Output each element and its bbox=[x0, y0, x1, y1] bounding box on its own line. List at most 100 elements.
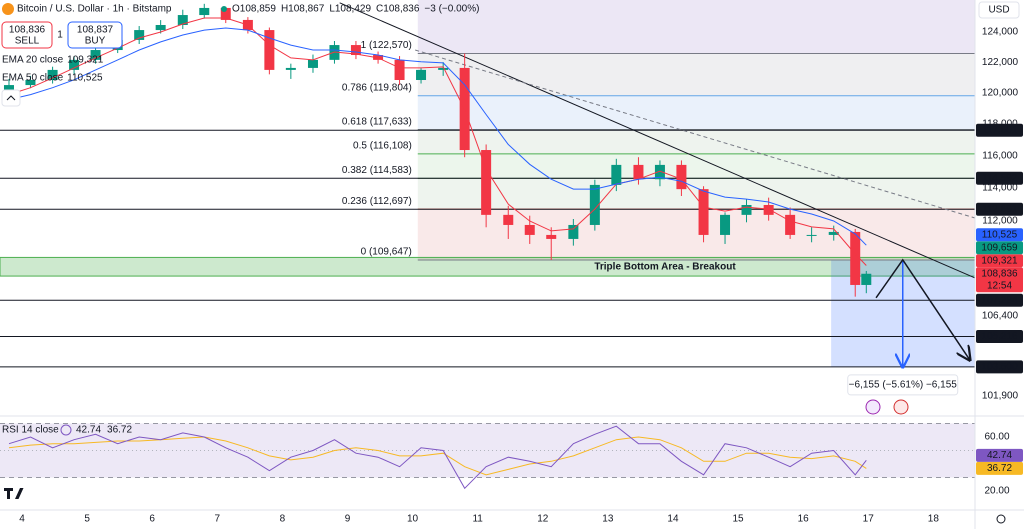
candle-body bbox=[69, 59, 80, 70]
rsi-title: RSI 14 close bbox=[2, 425, 59, 436]
buy-price[interactable]: 108,837 bbox=[77, 25, 114, 36]
x-tick-label: 5 bbox=[84, 514, 90, 525]
candle-body bbox=[806, 234, 817, 236]
y-tick-label: 116,000 bbox=[982, 150, 1018, 161]
rsi-settings-icon[interactable] bbox=[60, 424, 72, 436]
candle-body bbox=[177, 15, 188, 25]
candle-body bbox=[524, 224, 535, 235]
rsi-tag bbox=[976, 461, 1023, 475]
candle-body bbox=[134, 30, 145, 40]
candle-body bbox=[698, 189, 709, 235]
legend-value: 109,321 bbox=[67, 55, 104, 66]
fib-label: 0 (109,647) bbox=[361, 247, 412, 258]
y-tick-label: 106,400 bbox=[982, 310, 1019, 321]
fib-label: 0.5 (116,108) bbox=[353, 141, 412, 152]
rsi-line bbox=[8, 425, 867, 490]
y-tick-label: 101,900 bbox=[982, 390, 1019, 401]
x-tick-label: 4 bbox=[19, 514, 25, 525]
candle-body bbox=[47, 69, 58, 81]
rsi-tag bbox=[976, 448, 1023, 462]
x-tick-label: 9 bbox=[345, 514, 351, 525]
price-tag bbox=[976, 267, 1023, 293]
candle-body bbox=[828, 231, 839, 235]
candle-body bbox=[568, 224, 579, 239]
fib-band bbox=[417, 153, 976, 179]
candle-body bbox=[546, 234, 557, 239]
order-quantity[interactable]: 1 bbox=[57, 30, 63, 41]
x-tick-label: 17 bbox=[863, 514, 875, 525]
collapse-button[interactable] bbox=[1, 89, 21, 107]
candle-body bbox=[285, 67, 296, 70]
buy-button[interactable] bbox=[67, 21, 123, 49]
ohlc-value: O108,859 bbox=[232, 4, 276, 15]
ema-line bbox=[8, 27, 867, 246]
price-tag bbox=[976, 241, 1023, 255]
candle-body bbox=[633, 164, 644, 180]
ohlc-value: C108,836 bbox=[376, 4, 420, 15]
x-tick-label: 8 bbox=[280, 514, 286, 525]
plot-layer: 1 (122,570) 0.786 (119,804) 0.618 (117,633… bbox=[0, 2, 976, 490]
x-tick-label: 6 bbox=[149, 514, 155, 525]
candle-body bbox=[90, 50, 101, 60]
rsi-legend-value: 42.74 bbox=[76, 425, 101, 436]
x-tick-label: 13 bbox=[602, 514, 614, 525]
background-layer bbox=[0, 0, 976, 478]
status-dot bbox=[221, 6, 227, 12]
price-tag bbox=[976, 171, 1023, 185]
price-tag bbox=[976, 228, 1023, 242]
flag-icon[interactable] bbox=[893, 399, 909, 415]
candle-body bbox=[611, 164, 622, 185]
symbol-title: Bitcoin / U.S. Dollar · 1h · Bitstamp bbox=[17, 4, 172, 15]
fib-above-fill bbox=[417, 0, 976, 54]
settings-gear[interactable] bbox=[996, 514, 1006, 524]
measure-label: −6,155 (−5.61%) −6,155 bbox=[849, 380, 958, 391]
price-tag bbox=[976, 360, 1023, 374]
legend-name: EMA 20 close bbox=[2, 55, 64, 66]
event-icon[interactable] bbox=[865, 399, 881, 415]
candle-body bbox=[416, 69, 427, 81]
candle-body bbox=[307, 59, 318, 68]
rsi-line bbox=[8, 436, 867, 476]
candle-body bbox=[438, 67, 449, 70]
rsi-legend-value: 36.72 bbox=[107, 425, 132, 436]
sell-price[interactable]: 108,836 bbox=[9, 25, 46, 36]
fib-band bbox=[417, 178, 976, 210]
fib-band bbox=[417, 209, 976, 260]
fib-label: 0.382 (114,583) bbox=[342, 165, 412, 176]
ohlc-value: L108,429 bbox=[329, 4, 371, 15]
price-tag bbox=[976, 254, 1023, 268]
zone-label: Triple Bottom Area - Breakout bbox=[594, 261, 736, 272]
price-tag bbox=[976, 329, 1023, 343]
price-tag bbox=[976, 123, 1023, 137]
fib-band bbox=[417, 129, 976, 154]
ema-line bbox=[8, 17, 867, 266]
price-tag-label: 117,601 bbox=[982, 125, 1018, 136]
rsi-tag-label: 42.74 bbox=[987, 450, 1012, 461]
rsi-tag-label: 36.72 bbox=[987, 463, 1012, 474]
candle-body bbox=[220, 7, 231, 20]
fib-label: 0.236 (112,697) bbox=[342, 196, 412, 207]
buy-label[interactable]: BUY bbox=[85, 36, 106, 47]
candle-body bbox=[850, 231, 861, 285]
sell-label[interactable]: SELL bbox=[15, 36, 40, 47]
price-tag-label: 109,321 bbox=[981, 255, 1018, 266]
price-tag bbox=[976, 202, 1023, 216]
projection-path bbox=[875, 258, 970, 360]
candle-body bbox=[155, 24, 166, 31]
y-tick-label: 120,000 bbox=[982, 87, 1019, 98]
measure-label-box bbox=[847, 374, 959, 396]
countdown: 12:54 bbox=[987, 280, 1012, 291]
collapse-chevron bbox=[6, 95, 16, 101]
y-tick-label: 122,000 bbox=[982, 57, 1019, 68]
sell-button[interactable] bbox=[1, 21, 53, 49]
price-tag bbox=[976, 293, 1023, 307]
price-tag-label: 107,294 bbox=[981, 295, 1018, 306]
x-tick-label: 16 bbox=[798, 514, 810, 525]
fib-band bbox=[417, 53, 976, 96]
x-tick-label: 14 bbox=[667, 514, 679, 525]
candle-body bbox=[654, 164, 665, 180]
x-tick-label: 11 bbox=[472, 514, 483, 525]
currency-button[interactable] bbox=[978, 1, 1020, 19]
